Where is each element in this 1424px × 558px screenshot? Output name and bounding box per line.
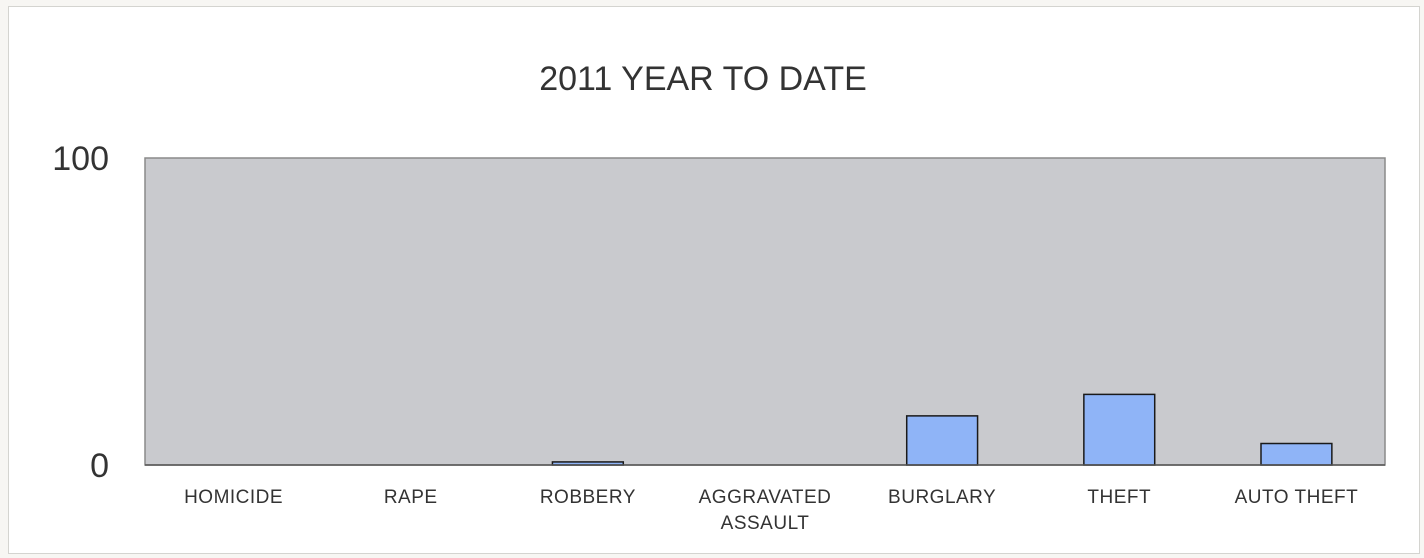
y-axis: 0 100 <box>52 140 109 485</box>
y-tick-label: 0 <box>90 447 109 485</box>
x-tick-label-line: THEFT <box>1087 487 1151 508</box>
x-tick-label: THEFT <box>1087 487 1151 508</box>
x-tick-label: RAPE <box>384 487 438 508</box>
bars <box>551 393 1333 466</box>
x-tick-label-line: HOMICIDE <box>184 487 283 508</box>
x-tick-label: HOMICIDE <box>184 487 283 508</box>
y-tick-label: 100 <box>52 140 109 178</box>
x-tick-label-line: BURGLARY <box>888 487 996 508</box>
x-tick-label-line: ROBBERY <box>540 487 636 508</box>
chart-title: 2011 YEAR TO DATE <box>539 60 867 98</box>
x-tick-label: AUTO THEFT <box>1235 487 1359 508</box>
x-tick-label: AGGRAVATED ASSAULT <box>699 487 832 534</box>
x-tick-label-line: RAPE <box>384 487 438 508</box>
x-tick-label-line: AUTO THEFT <box>1235 487 1359 508</box>
bar-theft <box>1083 393 1156 466</box>
x-tick-label-line: ASSAULT <box>721 513 810 534</box>
x-tick-label: BURGLARY <box>888 487 996 508</box>
x-axis: HOMICIDE RAPE ROBBERY AGGRAVATED ASSAULT BURG… <box>145 464 1385 534</box>
bar-auto-theft <box>1260 442 1333 466</box>
bar-burglary <box>905 415 979 466</box>
x-tick-label-line: AGGRAVATED <box>699 487 832 508</box>
plot-area <box>144 157 1386 466</box>
x-tick-label: ROBBERY <box>540 487 636 508</box>
